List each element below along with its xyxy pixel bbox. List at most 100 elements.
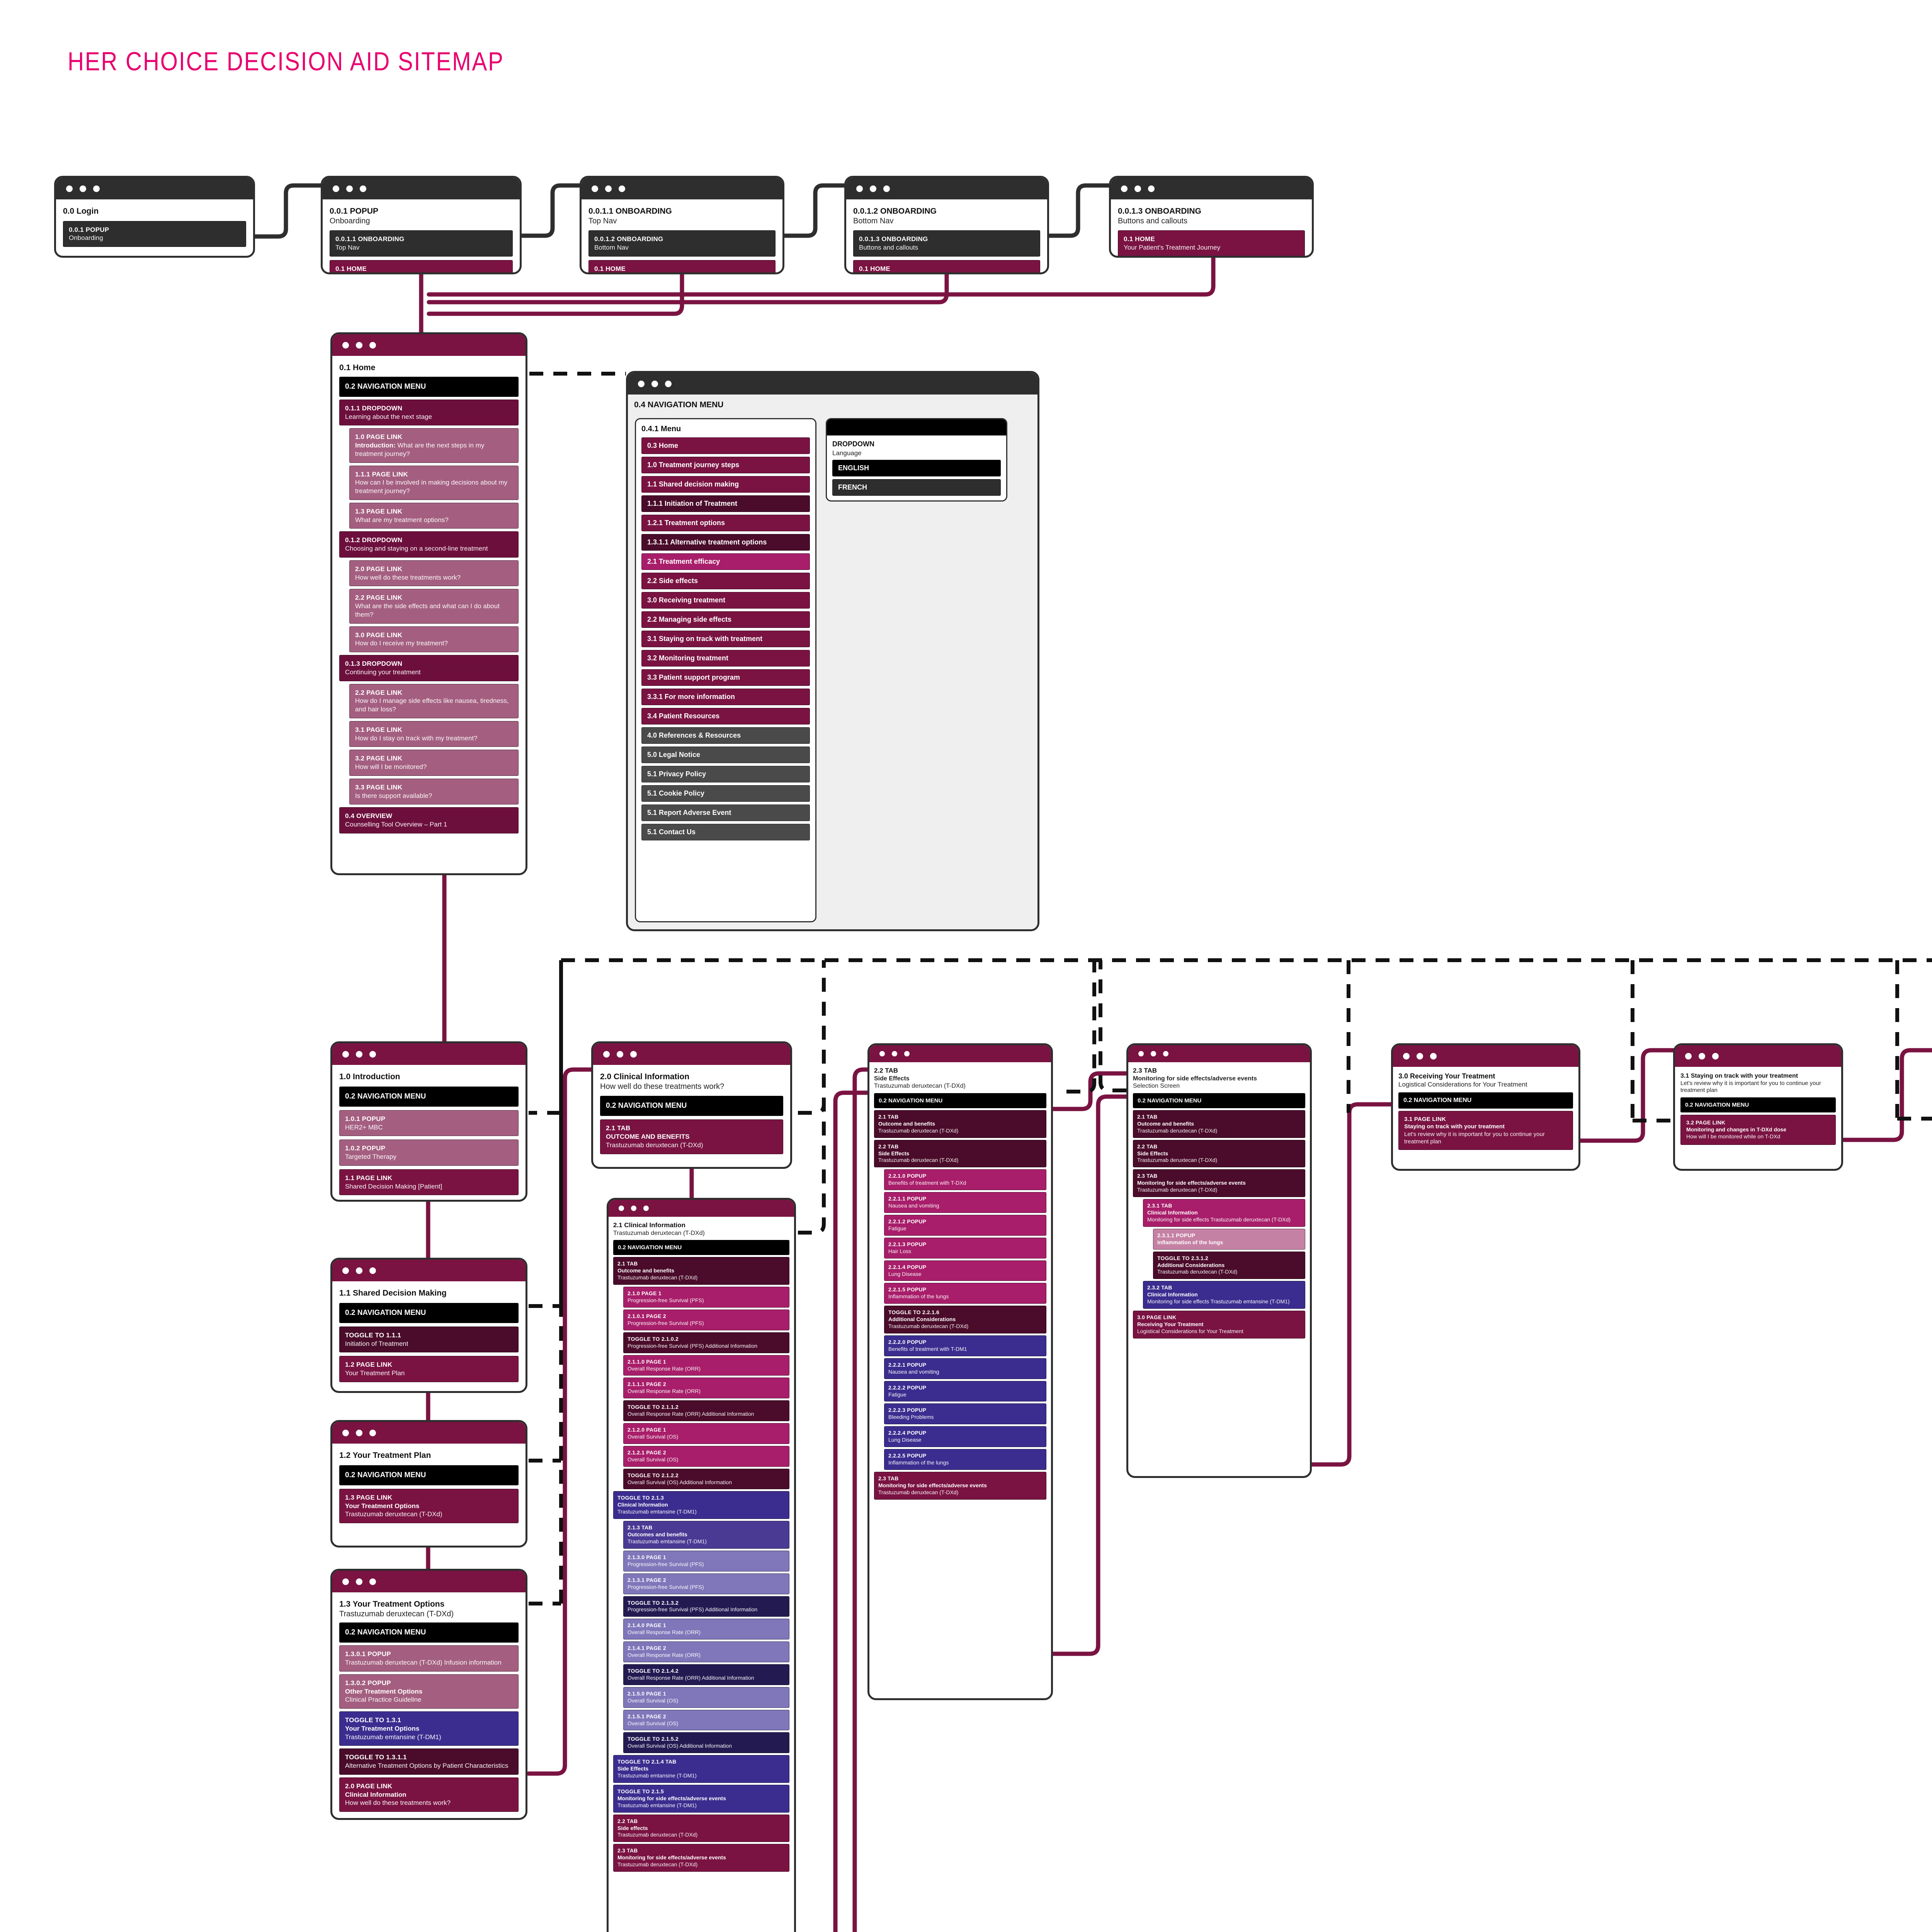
card-0-4-navigation-menu[interactable]: 0.4 NAVIGATION MENU 0.4.1 Menu 0.3 Home 1… (626, 371, 1039, 931)
node-0-0-1-1-onboarding[interactable]: 0.0.1.1 ONBOARDING Top Nav (330, 230, 513, 257)
nav-menu-item-20[interactable]: 5.1 Report Adverse Event (641, 804, 810, 821)
node-row[interactable]: TOGGLE TO 2.1.1.2 Overall Response Rate (… (623, 1400, 789, 1422)
node-row[interactable]: 2.3.1 TAB Clinical Information Monitoring … (1143, 1199, 1305, 1227)
node-row[interactable]: TOGGLE TO 2.1.4 TAB Side Effects Trastuzum… (613, 1755, 789, 1783)
node-row[interactable]: 2.2.2.1 POPUP Nausea and vomiting (884, 1358, 1046, 1379)
node-row[interactable]: 2.1.2.0 PAGE 1 Overall Survival (OS) (623, 1423, 789, 1444)
nav-menu-item-10[interactable]: 2.2 Managing side effects (641, 611, 810, 628)
nav-menu-item-12[interactable]: 3.2 Monitoring treatment (641, 650, 810, 667)
nav-menu-link[interactable]: 0.2 NAVIGATION MENU (1680, 1097, 1836, 1113)
card-2-3-monitoring[interactable]: 2.3 TAB Monitoring for side effects/adve… (1126, 1043, 1312, 1478)
node-0-1-3-dropdown[interactable]: 0.1.3 DROPDOWN Continuing your treatment (339, 655, 519, 681)
node-row[interactable]: 2.1.3.1 PAGE 2 Progression-free Survival … (623, 1573, 789, 1594)
node-row[interactable]: 2.1.2.1 PAGE 2 Overall Survival (OS) (623, 1446, 789, 1467)
node-row[interactable]: TOGGLE TO 2.1.2.2 Overall Survival (OS) A… (623, 1468, 789, 1490)
node-row[interactable]: 2.2.1.4 POPUP Lung Disease (884, 1260, 1046, 1281)
nav-menu-link[interactable]: 0.2 NAVIGATION MENU (1133, 1093, 1305, 1108)
card-1-1-shared-decision-making[interactable]: 1.1 Shared Decision Making 0.2 NAVIGATIO… (330, 1258, 527, 1393)
node-1-0-1-popup[interactable]: 1.0.1 POPUP HER2+ MBC (339, 1110, 519, 1136)
nav-menu-link[interactable]: 0.2 NAVIGATION MENU (339, 1086, 519, 1107)
language-option-english[interactable]: ENGLISH (832, 459, 1001, 476)
node-0-1-1-dropdown[interactable]: 0.1.1 DROPDOWN Learning about the next s… (339, 399, 519, 426)
node-2-1-tab[interactable]: 2.1 TAB OUTCOME AND BENEFITS Trastuzumab… (600, 1119, 783, 1154)
node-3-1-page-link[interactable]: 3.1 PAGE LINK Staying on track with your… (1398, 1111, 1573, 1150)
nav-menu-item-4[interactable]: 1.1.1 Initiation of Treatment (641, 495, 810, 512)
node-row[interactable]: 2.1.0 PAGE 1 Progression-free Survival (P… (623, 1287, 789, 1308)
nav-menu-item-9[interactable]: 3.0 Receiving treatment (641, 592, 810, 609)
node-1-0-2-popup[interactable]: 1.0.2 POPUP Targeted Therapy (339, 1139, 519, 1166)
node-0-1-2-dropdown[interactable]: 0.1.2 DROPDOWN Choosing and staying on a… (339, 531, 519, 558)
node-row[interactable]: 2.2 TAB Side Effects Trastuzumab deruxteca… (874, 1139, 1046, 1168)
card-2-1-clinical-information[interactable]: 2.1 Clinical Information Trastuzumab der… (607, 1198, 796, 1932)
node-row[interactable]: 2.1.5.0 PAGE 1 Overall Survival (OS) (623, 1687, 789, 1708)
node-3-3-page-link[interactable]: 3.3 PAGE LINK Is there support available… (349, 778, 519, 805)
node-row[interactable]: TOGGLE TO 2.3.1.2 Additional Consideratio… (1153, 1251, 1305, 1279)
node-row[interactable]: 2.1.3.0 PAGE 1 Progression-free Survival … (623, 1550, 789, 1571)
node-row[interactable]: 2.1.4.0 PAGE 1 Overall Response Rate (ORR… (623, 1619, 789, 1640)
nav-menu-item-19[interactable]: 5.1 Cookie Policy (641, 785, 810, 802)
node-row[interactable]: 2.2.2.3 POPUP Bleeding Problems (884, 1403, 1046, 1425)
node-row[interactable]: 2.1.3 TAB Outcomes and benefits Trastuzuma… (623, 1521, 789, 1549)
card-1-0-introduction[interactable]: 1.0 Introduction 0.2 NAVIGATION MENU 1.0… (330, 1041, 527, 1202)
node-0-1-home[interactable]: 0.1 HOME Your Patient's Treatment Journe… (330, 260, 513, 272)
card-0-0-1-popup[interactable]: 0.0.1 POPUP Onboarding 0.0.1.1 ONBOARDIN… (321, 176, 522, 274)
card-3-0-receiving-your-treatment[interactable]: 3.0 Receiving Your Treatment Logistical … (1391, 1043, 1580, 1171)
node-1-3-page-link[interactable]: 1.3 PAGE LINK What are my treatment opti… (349, 502, 519, 529)
nav-menu-link[interactable]: 0.2 NAVIGATION MENU (339, 1303, 519, 1323)
node-2-0-page-link[interactable]: 2.0 PAGE LINK How well do these treatmen… (349, 560, 519, 587)
node-2-2-manage-page-link[interactable]: 2.2 PAGE LINK How do I manage side effec… (349, 684, 519, 718)
node-1-2-page-link[interactable]: 1.2 PAGE LINK Your Treatment Plan (339, 1356, 519, 1382)
node-row[interactable]: 2.1 TAB Outcome and benefits Trastuzumab d… (613, 1257, 789, 1285)
nav-menu-item-6[interactable]: 1.3.1.1 Alternative treatment options (641, 534, 810, 551)
node-row[interactable]: 2.2.2.2 POPUP Fatigue (884, 1381, 1046, 1402)
card-3-1-staying-on-track[interactable]: 3.1 Staying on track with your treatment… (1673, 1043, 1843, 1171)
node-2-0-page-link[interactable]: 2.0 PAGE LINK Clinical Information How w… (339, 1777, 519, 1812)
nav-menu-link[interactable]: 0.2 NAVIGATION MENU (339, 376, 519, 397)
card-0-0-1-1-onboarding[interactable]: 0.0.1.1 ONBOARDING Top Nav 0.0.1.2 ONBOA… (580, 176, 784, 274)
node-3-1-page-link[interactable]: 3.1 PAGE LINK How do I stay on track wit… (349, 721, 519, 747)
nav-menu-item-3[interactable]: 1.1 Shared decision making (641, 476, 810, 493)
node-row[interactable]: 2.1.0.1 PAGE 2 Progression-free Survival … (623, 1309, 789, 1330)
node-2-2-page-link[interactable]: 2.2 PAGE LINK What are the side effects … (349, 589, 519, 624)
node-0-1-home[interactable]: 0.1 HOME Your Patient's Treatment Journe… (853, 260, 1040, 272)
nav-menu-item-13[interactable]: 3.3 Patient support program (641, 669, 810, 686)
node-toggle-1-3-1-1[interactable]: TOGGLE TO 1.3.1.1 Alternative Treatment … (339, 1748, 519, 1775)
node-row[interactable]: TOGGLE TO 2.1.0.2 Progression-free Surviv… (623, 1332, 789, 1353)
nav-menu-item-2[interactable]: 1.0 Treatment journey steps (641, 456, 810, 473)
nav-menu-link[interactable]: 0.2 NAVIGATION MENU (874, 1093, 1046, 1108)
node-row[interactable]: 2.1.4.1 PAGE 2 Overall Response Rate (ORR… (623, 1641, 789, 1662)
nav-menu-link[interactable]: 0.2 NAVIGATION MENU (339, 1465, 519, 1485)
node-row[interactable]: 2.3 TAB Monitoring for side effects/adver… (613, 1844, 789, 1872)
node-row[interactable]: 2.1 TAB Outcome and benefits Trastuzumab d… (1133, 1110, 1305, 1138)
node-row[interactable]: 2.2.1.5 POPUP Inflammation of the lungs (884, 1283, 1046, 1304)
card-0-0-login[interactable]: 0.0 Login 0.0.1 POPUP Onboarding (54, 176, 255, 258)
node-row[interactable]: 2.1.1.0 PAGE 1 Overall Response Rate (ORR… (623, 1355, 789, 1376)
node-row[interactable]: 2.2 TAB Side Effects Trastuzumab deruxteca… (1133, 1139, 1305, 1168)
node-row[interactable]: 2.1.5.1 PAGE 2 Overall Survival (OS) (623, 1709, 789, 1731)
nav-menu-item-17[interactable]: 5.0 Legal Notice (641, 746, 810, 763)
node-row[interactable]: 2.2.1.3 POPUP Hair Loss (884, 1237, 1046, 1259)
card-0-0-1-2-onboarding[interactable]: 0.0.1.2 ONBOARDING Bottom Nav 0.0.1.3 ON… (844, 176, 1049, 274)
node-row[interactable]: 2.1.1.1 PAGE 2 Overall Response Rate (ORR… (623, 1378, 789, 1399)
node-row[interactable]: 2.3.1.1 POPUP Inflammation of the lungs (1153, 1228, 1305, 1250)
node-1-0-page-link[interactable]: 1.0 PAGE LINK Introduction: What are the… (349, 428, 519, 463)
node-3-0-page-link[interactable]: 3.0 PAGE LINK How do I receive my treatm… (349, 626, 519, 653)
nav-menu-item-14[interactable]: 3.3.1 For more information (641, 688, 810, 705)
language-option-french[interactable]: FRENCH (832, 479, 1001, 496)
nav-menu-link[interactable]: 0.2 NAVIGATION MENU (339, 1622, 519, 1643)
node-row[interactable]: TOGGLE TO 2.1.3.2 Progression-free Surviv… (623, 1596, 789, 1617)
node-1-3-page-link[interactable]: 1.3 PAGE LINK Your Treatment Options Tra… (339, 1488, 519, 1524)
card-2-0-clinical-information[interactable]: 2.0 Clinical Information How well do the… (591, 1041, 792, 1169)
nav-menu-link[interactable]: 0.2 NAVIGATION MENU (613, 1240, 789, 1255)
node-0-0-1-popup[interactable]: 0.0.1 POPUP Onboarding (63, 221, 246, 247)
node-row[interactable]: 2.2.1.0 POPUP Benefits of treatment with … (884, 1169, 1046, 1190)
nav-menu-item-16[interactable]: 4.0 References & Resources (641, 727, 810, 744)
nav-menu-item-1[interactable]: 0.3 Home (641, 437, 810, 454)
node-row[interactable]: 2.2.2.4 POPUP Lung Disease (884, 1426, 1046, 1447)
node-row[interactable]: TOGGLE TO 2.1.3 Clinical Information Trast… (613, 1491, 789, 1519)
node-row[interactable]: 2.2.1.1 POPUP Nausea and vomiting (884, 1192, 1046, 1213)
node-1-3-0-1-popup[interactable]: 1.3.0.1 POPUP Trastuzumab deruxtecan (T-… (339, 1645, 519, 1672)
card-1-3-your-treatment-options[interactable]: 1.3 Your Treatment Options Trastuzumab d… (330, 1569, 527, 1820)
node-row[interactable]: TOGGLE TO 2.1.5.2 Overall Survival (OS) A… (623, 1732, 789, 1753)
node-0-0-1-2-onboarding[interactable]: 0.0.1.2 ONBOARDING Bottom Nav (588, 230, 776, 257)
